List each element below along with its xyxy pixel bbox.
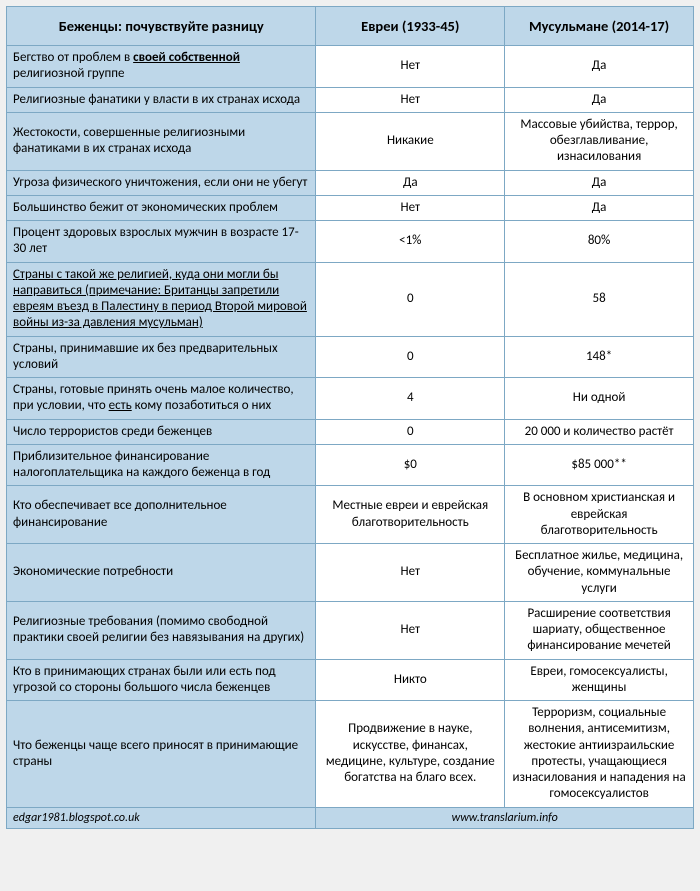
row-value-col2: $85 000** (505, 444, 694, 486)
row-label: Страны, готовые принять очень малое коли… (7, 378, 316, 420)
table-row: Экономические потребностиНетБесплатное ж… (7, 544, 694, 602)
row-value-col1: Никто (316, 659, 505, 701)
table-row: Угроза физического уничтожения, если они… (7, 170, 694, 195)
row-value-col1: Да (316, 170, 505, 195)
table-row: Религиозные требования (помимо свободной… (7, 601, 694, 659)
footer-source-right: www.translarium.info (316, 807, 694, 828)
table-row: Что беженцы чаще всего приносят в приним… (7, 701, 694, 808)
row-label: Религиозные фанатики у власти в их стран… (7, 87, 316, 112)
row-value-col1: Нет (316, 544, 505, 602)
row-value-col1: Нет (316, 195, 505, 220)
header-row: Беженцы: почувствуйте разницу Евреи (193… (7, 7, 694, 46)
row-value-col1: Нет (316, 87, 505, 112)
row-label: Бегство от проблем в своей собственной р… (7, 46, 316, 88)
row-value-col2: 80% (505, 221, 694, 263)
row-value-col1: 4 (316, 378, 505, 420)
row-label: Число террористов среди беженцев (7, 419, 316, 444)
row-value-col1: 0 (316, 336, 505, 378)
row-value-col1: Местные евреи и еврейская благотворитель… (316, 486, 505, 544)
table-row: Процент здоровых взрослых мужчин в возра… (7, 221, 694, 263)
row-label: Приблизительное финансирование налогопла… (7, 444, 316, 486)
table-body: Бегство от проблем в своей собственной р… (7, 46, 694, 808)
row-value-col2: Бесплатное жилье, медицина, обучение, ко… (505, 544, 694, 602)
row-label: Угроза физического уничтожения, если они… (7, 170, 316, 195)
row-label: Жестокости, совершенные религиозными фан… (7, 112, 316, 170)
row-value-col1: Никакие (316, 112, 505, 170)
footer-source-left: edgar1981.blogspot.co.uk (7, 807, 316, 828)
row-label: Большинство бежит от экономических пробл… (7, 195, 316, 220)
table-row: Страны с такой же религией, куда они мог… (7, 262, 694, 336)
table-row: Число террористов среди беженцев020 000 … (7, 419, 694, 444)
header-title: Беженцы: почувствуйте разницу (7, 7, 316, 46)
table-row: Большинство бежит от экономических пробл… (7, 195, 694, 220)
row-value-col2: Терроризм, социальные волнения, антисеми… (505, 701, 694, 808)
footer-row: edgar1981.blogspot.co.uk www.translarium… (7, 807, 694, 828)
row-label: Кто в принимающих странах были или есть … (7, 659, 316, 701)
table-row: Кто в принимающих странах были или есть … (7, 659, 694, 701)
row-value-col2: Ни одной (505, 378, 694, 420)
row-label: Страны с такой же религией, куда они мог… (7, 262, 316, 336)
row-value-col2: Да (505, 170, 694, 195)
row-value-col1: Нет (316, 601, 505, 659)
row-value-col2: 20 000 и количество растёт (505, 419, 694, 444)
row-value-col2: 58 (505, 262, 694, 336)
row-label: Что беженцы чаще всего приносят в приним… (7, 701, 316, 808)
row-value-col2: Да (505, 195, 694, 220)
header-col2: Мусульмане (2014-17) (505, 7, 694, 46)
row-value-col1: $0 (316, 444, 505, 486)
table-row: Приблизительное финансирование налогопла… (7, 444, 694, 486)
header-col1: Евреи (1933-45) (316, 7, 505, 46)
comparison-table: Беженцы: почувствуйте разницу Евреи (193… (6, 6, 694, 829)
table-row: Кто обеспечивает все дополнительное фина… (7, 486, 694, 544)
row-value-col2: Да (505, 87, 694, 112)
row-value-col1: Нет (316, 46, 505, 88)
row-label: Страны, принимавшие их без предварительн… (7, 336, 316, 378)
table-row: Страны, принимавшие их без предварительн… (7, 336, 694, 378)
row-value-col2: В основном христианская и еврейская благ… (505, 486, 694, 544)
table-row: Страны, готовые принять очень малое коли… (7, 378, 694, 420)
row-label: Религиозные требования (помимо свободной… (7, 601, 316, 659)
table-row: Бегство от проблем в своей собственной р… (7, 46, 694, 88)
row-value-col1: Продвижение в науке, искусстве, финансах… (316, 701, 505, 808)
row-label: Кто обеспечивает все дополнительное фина… (7, 486, 316, 544)
row-value-col1: 0 (316, 262, 505, 336)
table-row: Жестокости, совершенные религиозными фан… (7, 112, 694, 170)
row-value-col1: <1% (316, 221, 505, 263)
row-value-col2: Да (505, 46, 694, 88)
row-value-col2: Массовые убийства, террор, обезглавливан… (505, 112, 694, 170)
row-label: Экономические потребности (7, 544, 316, 602)
table-row: Религиозные фанатики у власти в их стран… (7, 87, 694, 112)
row-value-col1: 0 (316, 419, 505, 444)
row-label: Процент здоровых взрослых мужчин в возра… (7, 221, 316, 263)
row-value-col2: Евреи, гомосексуалисты, женщины (505, 659, 694, 701)
row-value-col2: Расширение соответствия шариату, обществ… (505, 601, 694, 659)
row-value-col2: 148* (505, 336, 694, 378)
